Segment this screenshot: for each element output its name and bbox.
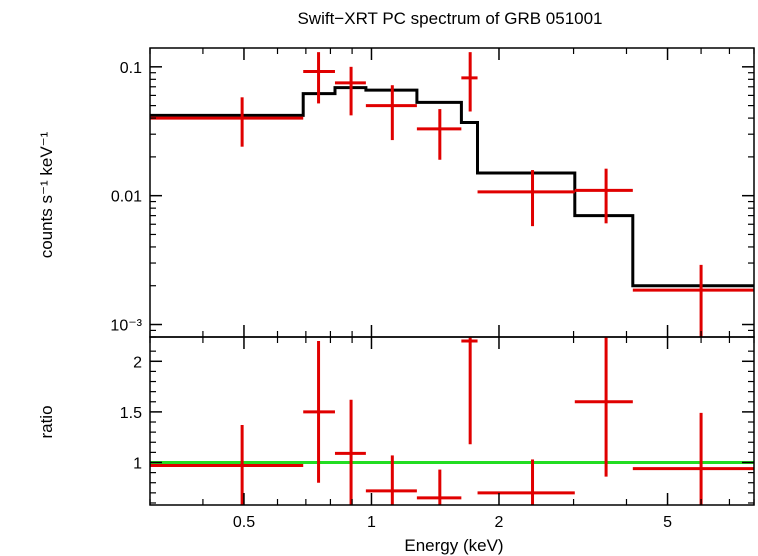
data-point: [632, 264, 754, 337]
data-point: [461, 52, 478, 112]
data-point: [303, 52, 335, 104]
ratio-point: [365, 455, 417, 505]
data-point: [334, 66, 366, 116]
data-point: [574, 168, 633, 224]
y-tick-label: 1.5: [120, 405, 142, 422]
ratio-point: [416, 469, 462, 505]
data-point: [365, 85, 417, 141]
data-point: [477, 170, 575, 227]
y-tick-label: 1: [133, 455, 142, 472]
model-step-line: [150, 86, 754, 288]
y-tick-label: 2: [133, 354, 142, 371]
y-axis-label-spectrum: counts s⁻¹ keV⁻¹: [37, 131, 56, 258]
x-tick-label: 2: [495, 514, 504, 531]
y-tick-label: 10⁻³: [110, 318, 142, 335]
data-point: [150, 97, 304, 147]
x-tick-label: 0.5: [233, 514, 255, 531]
ratio-point: [574, 337, 633, 477]
ratio-point: [303, 341, 335, 483]
spectrum-panel: 0.1 0.01 10⁻³: [110, 47, 755, 338]
x-tick-label: 5: [663, 514, 672, 531]
chart-title: Swift−XRT PC spectrum of GRB 051001: [297, 9, 602, 28]
x-axis-label: Energy (keV): [404, 536, 503, 555]
x-tick-label: 1: [367, 514, 376, 531]
ratio-frame: [149, 336, 755, 506]
ratio-point: [632, 412, 754, 505]
y-tick-label: 0.01: [111, 189, 142, 206]
spectrum-plot-area: [150, 52, 754, 337]
ratio-point: [334, 399, 366, 505]
spectrum-frame: [149, 47, 755, 338]
y-axis-label-ratio: ratio: [37, 405, 56, 438]
ratio-plot-area: [150, 337, 754, 505]
ratio-panel: 0.5 1 2 5 1 1.5 2: [120, 336, 755, 531]
data-point: [416, 109, 462, 160]
ratio-point: [477, 459, 575, 505]
ratio-point: [150, 425, 304, 505]
y-tick-label: 0.1: [120, 60, 142, 77]
ratio-point: [461, 337, 478, 445]
